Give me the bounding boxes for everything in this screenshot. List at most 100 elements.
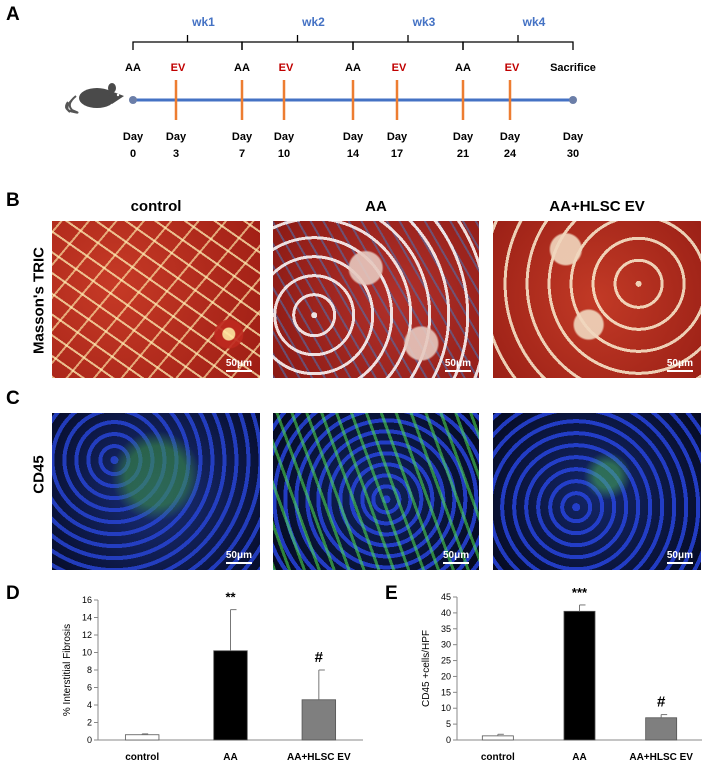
y-tick-label: 12 [82,630,92,640]
day-number: 17 [391,148,403,160]
row-label-masson: Masson's TRIC [30,247,48,354]
scale-bar: 50μm [666,550,693,564]
column-title-control: control [130,198,182,215]
scale-bar: 50μm [444,358,471,372]
day-label: Day [563,131,584,143]
experiment-timeline: wk1 wk2 wk3 wk4 AA Day 0 EV Day 3 AA Day 7 EV Day 10 AA D… [65,15,596,160]
day-label: Day [166,131,187,143]
scale-bar-label: 50μm [666,550,693,561]
event-label: AA [455,62,471,74]
day-label: Day [387,131,408,143]
event-label: AA [345,62,361,74]
day-number: 21 [457,148,469,160]
panel-letter-a: A [6,4,20,25]
timeline-end-dot [569,96,577,104]
y-tick-label: 30 [441,640,451,650]
day-number: 0 [130,148,136,160]
y-tick-label: 15 [441,687,451,697]
chart-cd45-cells: 0 5 10 15 20 25 30 35 40 45 CD45 +cells/HPF control… [421,585,702,763]
chart-interstitial-fibrosis: 0 2 4 6 8 10 12 14 16 % Interstitial Fibrosis cont… [62,590,363,763]
week-label: wk4 [522,15,546,29]
day-label: Day [232,131,253,143]
scale-bar-label: 50μm [666,358,693,369]
day-number: 30 [567,148,579,160]
column-title-aa-hlsc-ev: AA+HLSC EV [549,198,645,215]
scale-bar-label: 50μm [225,358,252,369]
day-label: Day [274,131,295,143]
y-tick-label: 35 [441,624,451,634]
y-tick-label: 10 [441,703,451,713]
y-tick-label: 2 [87,718,92,728]
day-number: 24 [504,148,517,160]
y-axis-title: CD45 +cells/HPF [421,630,432,707]
panel-letter-e: E [385,583,398,604]
week-bracket [462,35,574,50]
x-tick-label: AA+HLSC EV [287,752,351,763]
event-label: Sacrifice [550,62,596,74]
x-tick-label: control [481,752,515,763]
day-number: 3 [173,148,179,160]
day-number: 10 [278,148,290,160]
column-title-aa: AA [365,198,387,215]
y-tick-label: 4 [87,700,92,710]
micrograph-cd45-aa-hlsc-ev: 50μm [493,413,701,570]
mouse-icon [65,83,124,114]
y-axis-title: % Interstitial Fibrosis [62,624,73,716]
week-bracket [132,35,243,50]
event-label: AA [125,62,141,74]
bar [124,734,160,741]
week-bracket [241,35,354,50]
y-tick-label: 40 [441,608,451,618]
day-number: 7 [239,148,245,160]
bar [645,717,678,741]
y-tick-label: 45 [441,592,451,602]
x-tick-label: AA+HLSC EV [629,752,693,763]
week-label: wk1 [191,15,215,29]
x-tick-label: control [125,752,159,763]
day-label: Day [453,131,474,143]
scale-bar-label: 50μm [444,358,471,369]
significance-mark: # [657,694,666,711]
x-tick-label: AA [572,752,586,763]
y-tick-label: 5 [446,719,451,729]
ev-label: EV [279,62,294,74]
y-tick-label: 25 [441,656,451,666]
ev-label: EV [392,62,407,74]
y-tick-label: 16 [82,595,92,605]
y-tick-label: 8 [87,665,92,675]
panel-letter-d: D [6,583,20,604]
bar [563,610,596,741]
bar [481,735,514,741]
bar [301,699,337,741]
day-label: Day [123,131,144,143]
scale-bar: 50μm [225,358,252,372]
y-tick-label: 10 [82,648,92,658]
week-label: wk2 [301,15,325,29]
scale-bar: 50μm [666,358,693,372]
row-label-cd45: CD45 [30,455,48,494]
day-label: Day [343,131,364,143]
panel-letter-b: B [6,190,20,211]
week-label: wk3 [412,15,436,29]
significance-mark: ** [225,590,236,605]
event-label: AA [234,62,250,74]
ev-label: EV [505,62,520,74]
week-bracket [352,35,464,50]
micrograph-masson-control: 50μm [52,221,260,378]
scale-bar-label: 50μm [443,550,470,561]
significance-mark: # [315,649,324,666]
panel-letter-c: C [6,388,20,409]
scale-bar: 50μm [225,550,252,564]
scale-bar: 50μm [443,550,470,564]
timeline-start-dot [129,96,137,104]
y-tick-label: 20 [441,671,451,681]
y-tick-label: 14 [82,613,92,623]
y-tick-label: 0 [87,735,92,745]
y-tick-label: 0 [446,735,451,745]
day-number: 14 [347,148,360,160]
significance-mark: *** [572,585,588,600]
micrograph-masson-aa: 50μm [273,221,479,378]
micrograph-cd45-control: 50μm [52,413,260,570]
micrograph-cd45-aa: 50μm [273,413,479,570]
scale-bar-label: 50μm [225,550,252,561]
